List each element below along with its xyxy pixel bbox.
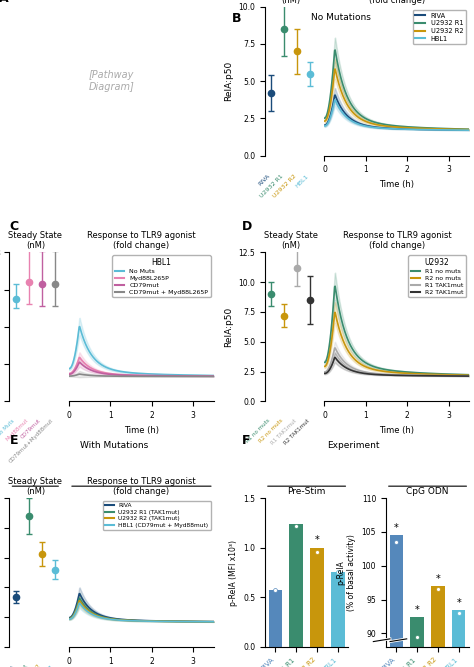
Text: E: E (9, 434, 18, 446)
Title: Response to TLR9 agonist
(fold change): Response to TLR9 agonist (fold change) (343, 231, 451, 250)
Point (272, 585, 279, 596)
Y-axis label: p-RelA
(% of basal activity): p-RelA (% of basal activity) (337, 534, 356, 611)
Point (334, 566, 342, 577)
Text: No Mutations: No Mutations (311, 13, 371, 22)
Text: HBL1: HBL1 (295, 173, 310, 189)
Bar (410, 616, 424, 667)
Title: Pre-Stim: Pre-Stim (287, 487, 326, 496)
Text: RIVA: RIVA (258, 173, 272, 187)
Text: U2932 R2: U2932 R2 (272, 173, 297, 199)
Text: *: * (394, 524, 399, 534)
Text: R2 TAK1mut: R2 TAK1mut (283, 418, 310, 446)
Title: CpG ODN: CpG ODN (406, 487, 449, 496)
Bar (269, 590, 282, 647)
Text: [Pathway
Diagram]: [Pathway Diagram] (89, 70, 135, 92)
Legend: RIVA, U2932 R1 (TAK1mut), U2932 R2 (TAK1mut), HBL1 (CD79mut + Myd88mut): RIVA, U2932 R1 (TAK1mut), U2932 R2 (TAK1… (103, 501, 211, 530)
Y-axis label: RelA:p50: RelA:p50 (224, 61, 233, 101)
Bar (390, 536, 403, 667)
Text: *: * (436, 574, 440, 584)
Text: RIVA: RIVA (2, 664, 16, 667)
Bar (431, 586, 445, 667)
Text: CD79mut: CD79mut (20, 418, 42, 440)
Title: Steady State
(nM): Steady State (nM) (264, 0, 318, 5)
Title: Response to TLR9 agonist
(fold change): Response to TLR9 agonist (fold change) (343, 0, 451, 5)
Text: Myd88mut: Myd88mut (4, 418, 29, 442)
Legend: RIVA, U2932 R1, U2932 R2, HBL1: RIVA, U2932 R1, U2932 R2, HBL1 (413, 10, 466, 44)
Text: C: C (9, 220, 18, 233)
Point (392, 537, 400, 548)
Title: Steady State
(nM): Steady State (nM) (9, 231, 63, 250)
Text: U2932 R1: U2932 R1 (4, 664, 29, 667)
X-axis label: Time (h): Time (h) (124, 426, 159, 435)
Text: U2932 R2: U2932 R2 (17, 664, 42, 667)
Text: R1 no muts: R1 no muts (246, 418, 272, 444)
Y-axis label: p-RelA (MFI x10³): p-RelA (MFI x10³) (228, 540, 237, 606)
Legend: No Muts, Myd88L265P, CD79mut, CD79mut + Myd88L265P: No Muts, Myd88L265P, CD79mut, CD79mut + … (112, 255, 211, 297)
Bar (452, 610, 465, 667)
Legend: R1 no muts, R2 no muts, R1 TAK1mut, R2 TAK1mut: R1 no muts, R2 no muts, R1 TAK1mut, R2 T… (408, 255, 466, 297)
Point (292, 520, 300, 531)
Text: D: D (242, 220, 252, 233)
Y-axis label: RelA:p50: RelA:p50 (224, 307, 233, 347)
Text: R2 no muts: R2 no muts (258, 418, 284, 444)
Point (434, 584, 442, 595)
Text: Experiment: Experiment (327, 442, 379, 450)
Title: Steady State
(nM): Steady State (nM) (264, 231, 318, 250)
X-axis label: Time (h): Time (h) (379, 426, 414, 435)
Text: *: * (456, 598, 461, 608)
Title: Response to TLR9 agonist
(fold change): Response to TLR9 agonist (fold change) (87, 231, 196, 250)
Text: *: * (315, 535, 319, 545)
Bar (290, 524, 303, 647)
Point (455, 608, 463, 618)
Point (313, 546, 321, 557)
Text: R1 TAK1mut: R1 TAK1mut (270, 418, 297, 446)
Point (413, 632, 421, 642)
Text: No Muts: No Muts (0, 418, 16, 438)
Text: F: F (242, 434, 250, 446)
Text: U2932 R1: U2932 R1 (259, 173, 284, 199)
Text: A: A (0, 0, 9, 5)
Title: Response to TLR9 agonist
(fold change): Response to TLR9 agonist (fold change) (87, 476, 196, 496)
X-axis label: Time (h): Time (h) (379, 180, 414, 189)
Text: CD79mut+Myd88mut: CD79mut+Myd88mut (9, 418, 55, 464)
Text: With Mutations: With Mutations (80, 442, 148, 450)
Bar (331, 572, 345, 647)
Bar (310, 548, 324, 647)
Text: *: * (415, 604, 419, 614)
Text: B: B (232, 12, 242, 25)
Text: HBL1: HBL1 (40, 664, 55, 667)
Title: Steady State
(nM): Steady State (nM) (9, 476, 63, 496)
